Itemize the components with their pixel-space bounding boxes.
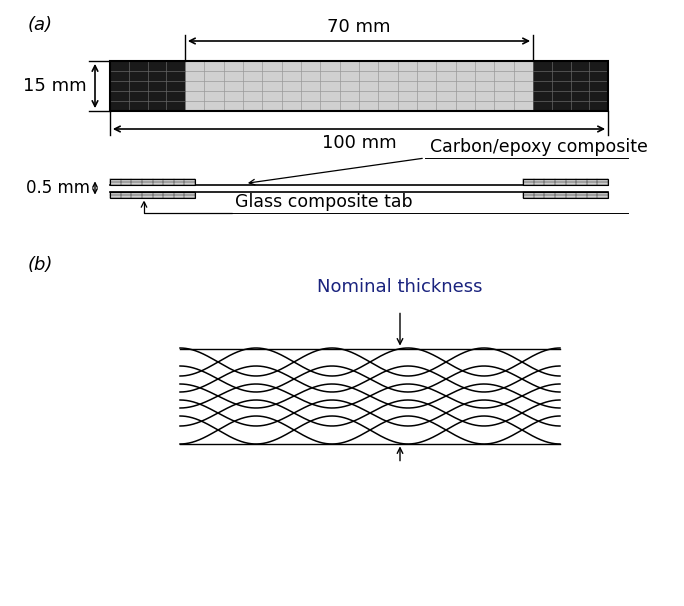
Bar [523, 179, 608, 184]
Bar [533, 61, 608, 111]
Text: 70 mm: 70 mm [327, 18, 391, 36]
Text: 15 mm: 15 mm [23, 77, 87, 95]
Text: Nominal thickness: Nominal thickness [317, 279, 483, 296]
Text: (a): (a) [28, 16, 53, 34]
Bar [110, 61, 608, 111]
Text: Glass composite tab: Glass composite tab [235, 193, 412, 211]
Bar [185, 61, 533, 111]
Text: 0.5 mm: 0.5 mm [26, 179, 90, 197]
Bar [523, 191, 608, 198]
Text: (b): (b) [28, 256, 53, 274]
Text: Carbon/epoxy composite: Carbon/epoxy composite [430, 138, 648, 156]
Bar [110, 191, 195, 198]
Bar [110, 61, 185, 111]
Bar [110, 179, 195, 184]
Text: 100 mm: 100 mm [321, 134, 396, 152]
